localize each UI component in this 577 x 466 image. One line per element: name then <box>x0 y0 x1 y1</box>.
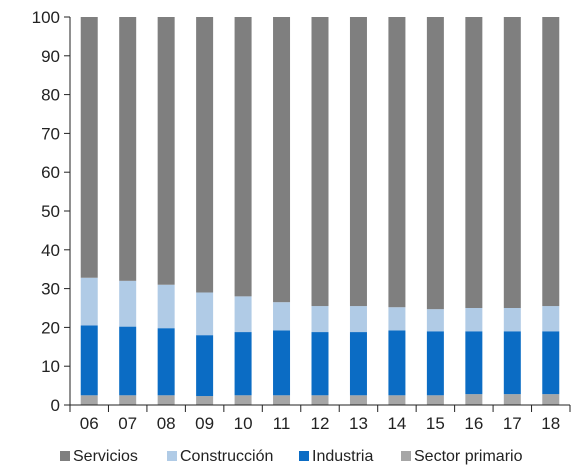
x-tick-label: 10 <box>234 414 253 433</box>
bar-industria-06 <box>80 325 98 396</box>
y-tick-label: 30 <box>41 280 60 299</box>
bar-industria-18 <box>542 331 560 395</box>
bar-construccion-08 <box>157 284 175 329</box>
bar-servicios-07 <box>119 17 137 281</box>
legend-label-sector-primario: Sector primario <box>414 448 523 465</box>
x-tick-label: 14 <box>387 414 406 433</box>
bar-construccion-10 <box>234 296 252 333</box>
y-tick-label: 90 <box>41 47 60 66</box>
x-tick-label: 06 <box>80 414 99 433</box>
bar-sector-primario-12 <box>311 395 329 405</box>
legend-label-construccion: Construcción <box>180 448 273 465</box>
bar-servicios-08 <box>157 17 175 285</box>
bar-industria-10 <box>234 332 252 396</box>
bar-sector-primario-08 <box>157 395 175 405</box>
bar-sector-primario-17 <box>503 394 521 405</box>
bar-industria-09 <box>196 335 214 397</box>
y-tick-label: 70 <box>41 124 60 143</box>
bar-industria-15 <box>426 331 444 396</box>
y-tick-label: 10 <box>41 357 60 376</box>
y-tick-label: 0 <box>51 396 60 415</box>
bar-industria-12 <box>311 332 329 396</box>
bar-construccion-09 <box>196 292 214 336</box>
bar-industria-11 <box>273 330 291 396</box>
bar-servicios-17 <box>503 17 521 308</box>
bar-servicios-10 <box>234 17 252 297</box>
x-tick-label: 18 <box>541 414 560 433</box>
x-tick-label: 17 <box>503 414 522 433</box>
y-tick-label: 40 <box>41 241 60 260</box>
legend-swatch-industria <box>299 451 309 461</box>
legend-swatch-construccion <box>167 451 177 461</box>
axes-layer: 0 10 20 30 40 50 60 70 80 90 100 06 07 08 09 10 11 12 13 14… <box>32 8 571 433</box>
y-tick-label: 20 <box>41 318 60 337</box>
bar-industria-08 <box>157 328 175 396</box>
bar-servicios-11 <box>273 17 291 303</box>
bar-construccion-15 <box>426 309 444 332</box>
bar-construccion-14 <box>388 307 406 331</box>
x-tick-label: 08 <box>157 414 176 433</box>
bar-industria-13 <box>349 332 367 396</box>
bar-construccion-07 <box>119 280 137 327</box>
bar-construccion-16 <box>465 308 483 332</box>
x-tick-label: 12 <box>311 414 330 433</box>
bar-sector-primario-07 <box>119 395 137 405</box>
x-tick-label: 16 <box>464 414 483 433</box>
bar-servicios-14 <box>388 17 406 308</box>
bar-sector-primario-11 <box>273 395 291 405</box>
x-tick-label: 11 <box>273 414 291 433</box>
legend-swatch-sector-primario <box>401 451 411 461</box>
bar-sector-primario-14 <box>388 395 406 405</box>
bar-construccion-13 <box>349 306 367 333</box>
bar-servicios-16 <box>465 17 483 308</box>
bar-industria-16 <box>465 331 483 395</box>
bar-construccion-11 <box>273 302 291 331</box>
x-tick-label: 09 <box>195 414 214 433</box>
bar-servicios-18 <box>542 17 560 307</box>
bar-industria-07 <box>119 326 137 396</box>
bar-servicios-13 <box>349 17 367 307</box>
bar-construccion-17 <box>503 308 521 332</box>
y-tick-label: 80 <box>41 86 60 105</box>
legend-label-industria: Industria <box>312 448 373 465</box>
legend-label-servicios: Servicios <box>73 448 138 465</box>
bar-sector-primario-16 <box>465 394 483 405</box>
y-tick-label: 100 <box>32 8 60 27</box>
x-tick-label: 13 <box>349 414 368 433</box>
bar-sector-primario-10 <box>234 395 252 405</box>
bar-construccion-12 <box>311 306 329 333</box>
y-tick-label: 50 <box>41 202 60 221</box>
bars-layer <box>80 17 560 405</box>
legend: Servicios Construcción Industria Sector pri… <box>60 448 523 465</box>
bar-servicios-06 <box>80 17 98 278</box>
bar-sector-primario-18 <box>542 394 560 405</box>
bar-servicios-09 <box>196 17 214 293</box>
bar-sector-primario-09 <box>196 396 214 405</box>
bar-construccion-18 <box>542 306 560 332</box>
x-tick-label: 07 <box>118 414 137 433</box>
y-tick-label: 60 <box>41 163 60 182</box>
bar-industria-17 <box>503 331 521 395</box>
x-tick-label: 15 <box>426 414 445 433</box>
bar-servicios-15 <box>426 17 444 310</box>
bar-construccion-06 <box>80 277 98 326</box>
bar-servicios-12 <box>311 17 329 307</box>
bar-sector-primario-06 <box>80 395 98 405</box>
bar-industria-14 <box>388 330 406 396</box>
bar-sector-primario-15 <box>426 395 444 405</box>
bar-sector-primario-13 <box>349 395 367 405</box>
legend-swatch-servicios <box>60 451 70 461</box>
